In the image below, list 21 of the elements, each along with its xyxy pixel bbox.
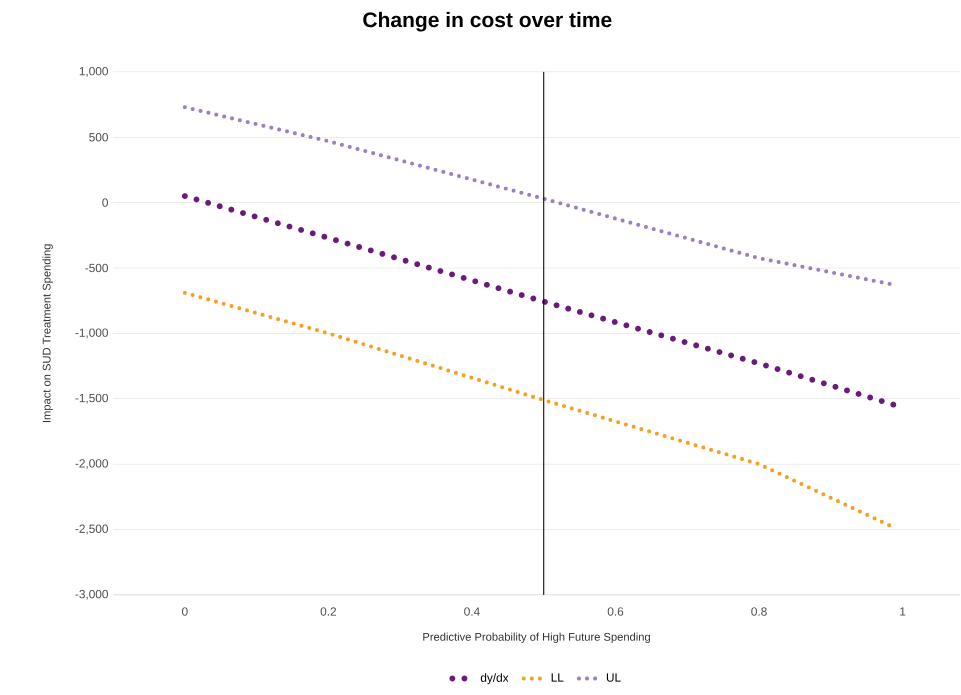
y-tick-label: -2,500 [75, 524, 108, 534]
x-tick-label: 0.2 [320, 607, 336, 616]
y-tick-label: -1,000 [75, 328, 108, 338]
y-tick-label: 0 [102, 198, 108, 207]
x-tick-label: 1 [900, 607, 906, 616]
y-tick-label: -3,000 [75, 590, 108, 600]
legend-label: UL [606, 673, 621, 682]
legend-label: LL [552, 673, 564, 682]
chart-title: Change in cost over time [363, 12, 612, 32]
y-tick-label: -500 [85, 264, 108, 272]
legend-label: dy/dx [480, 673, 508, 684]
y-tick-label: 1,000 [80, 66, 108, 77]
y-tick-label: 500 [89, 132, 108, 142]
y-axis-title: Impact on SUD Treatment Spending [42, 244, 53, 422]
x-axis-title: Predictive Probability of High Future Spending [423, 632, 650, 643]
y-tick-label: -2,000 [75, 459, 108, 469]
x-tick-label: 0.4 [464, 607, 480, 616]
x-tick-label: 0.6 [608, 607, 624, 616]
x-tick-label: 0 [182, 607, 188, 616]
y-tick-label: -1,500 [75, 394, 108, 404]
x-tick-label: 0.8 [751, 607, 767, 616]
